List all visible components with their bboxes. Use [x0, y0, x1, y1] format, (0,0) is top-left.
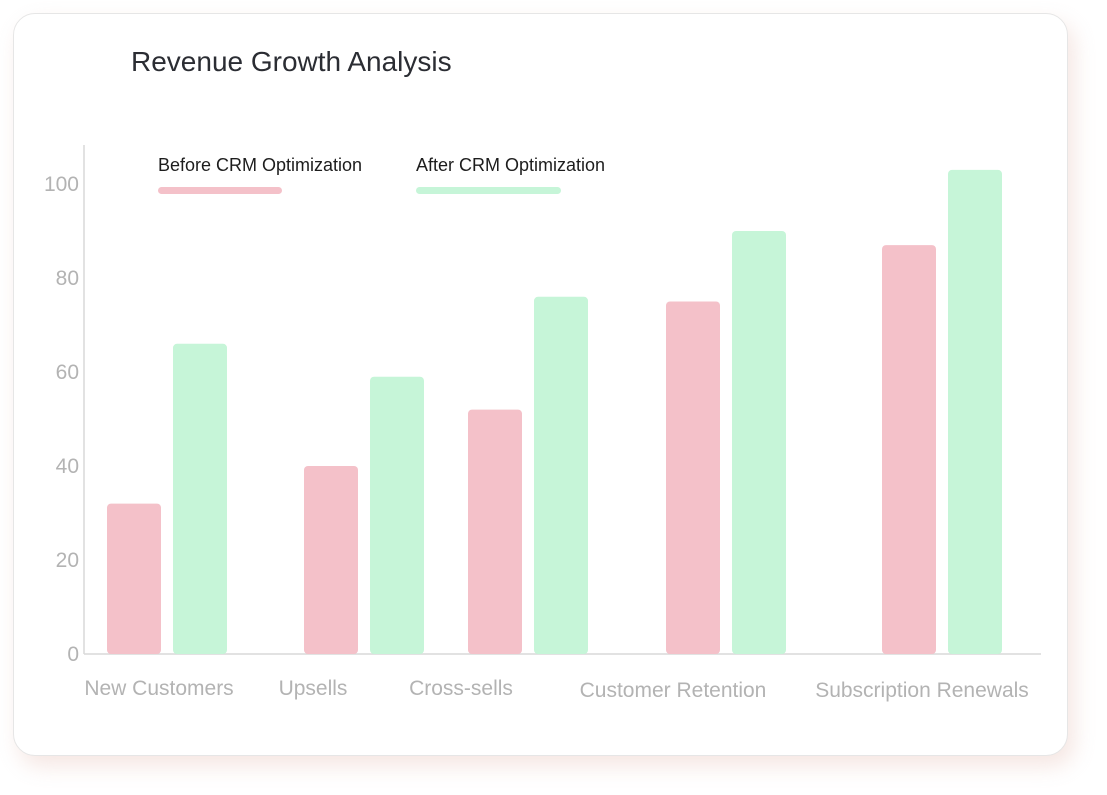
legend-label-after: After CRM Optimization	[416, 155, 605, 175]
x-tick-label: Upsells	[279, 677, 348, 700]
y-tick-labels: 0 20 40 60 80 100	[44, 173, 79, 666]
y-tick-label: 80	[56, 267, 79, 290]
bar-after-1	[370, 376, 424, 654]
y-tick-label: 20	[56, 549, 79, 572]
bar-after-3	[732, 231, 786, 654]
bar-after-4	[948, 169, 1002, 654]
legend: Before CRM Optimization After CRM Optimi…	[158, 155, 605, 194]
bar-after-2	[534, 296, 588, 654]
y-tick-label: 0	[67, 643, 79, 666]
bar-after-0	[173, 343, 227, 654]
legend-label-before: Before CRM Optimization	[158, 155, 362, 175]
x-tick-label: Customer Retention	[580, 679, 767, 702]
bar-before-1	[304, 466, 358, 654]
x-tick-labels: New Customers Upsells Cross-sells Customer …	[84, 677, 1028, 702]
bar-before-0	[107, 503, 161, 654]
bar-before-4	[882, 245, 936, 654]
y-tick-label: 60	[56, 361, 79, 384]
y-tick-label: 40	[56, 455, 79, 478]
bars	[107, 169, 1002, 654]
legend-swatch-after	[416, 187, 561, 194]
bar-before-2	[468, 409, 522, 654]
y-tick-label: 100	[44, 173, 79, 196]
x-tick-label: Cross-sells	[409, 677, 513, 700]
x-tick-label: New Customers	[84, 677, 233, 700]
x-tick-label: Subscription Renewals	[815, 679, 1029, 702]
legend-swatch-before	[158, 187, 282, 194]
bar-before-3	[666, 301, 720, 654]
chart-title: Revenue Growth Analysis	[131, 46, 452, 77]
